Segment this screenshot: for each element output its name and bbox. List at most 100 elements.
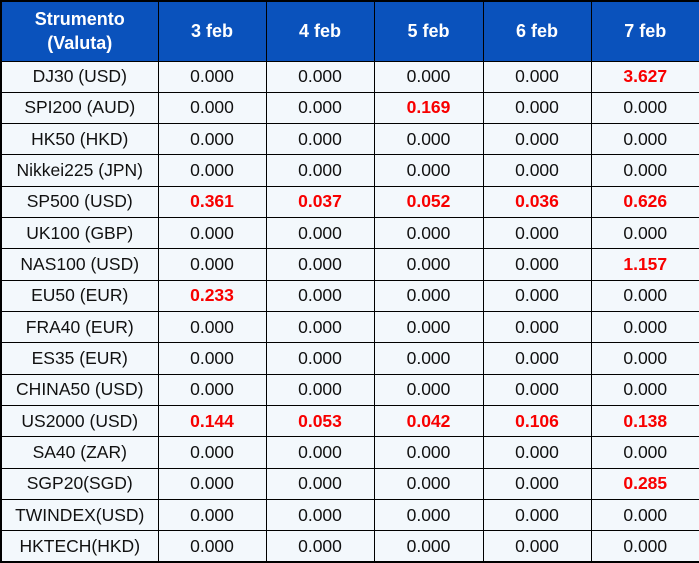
value-cell: 0.000	[157, 217, 267, 250]
header-instrument-line1: Strumento	[34, 8, 125, 29]
value-cell-highlighted: 0.138	[590, 404, 699, 438]
value-cell-highlighted: 0.052	[373, 185, 484, 219]
value-cell: 0.000	[590, 530, 699, 563]
table-row: FRA40 (EUR) 0.000 0.000 0.000 0.000 0.000	[0, 310, 699, 344]
value-cell: 0.000	[482, 467, 592, 500]
value-cell: 0.000	[265, 436, 375, 469]
table-row: SPI200 (AUD) 0.000 0.000 0.169 0.000 0.000	[0, 91, 699, 125]
value-cell: 0.000	[265, 217, 375, 250]
value-cell: 0.000	[157, 154, 267, 187]
instrument-cell: US2000 (USD)	[0, 404, 159, 438]
value-cell: 0.000	[157, 436, 267, 469]
value-cell-highlighted: 0.233	[157, 279, 267, 313]
value-cell-highlighted: 0.361	[157, 185, 267, 219]
value-cell: 0.000	[373, 60, 484, 93]
table-row: ES35 (EUR) 0.000 0.000 0.000 0.000 0.000	[0, 342, 699, 375]
instrument-cell: HK50 (HKD)	[0, 123, 159, 156]
value-cell: 0.000	[373, 154, 484, 187]
header-date-5feb: 5 feb	[373, 0, 484, 62]
value-cell: 0.000	[373, 248, 484, 281]
value-cell: 0.000	[157, 91, 267, 125]
value-cell: 0.000	[265, 310, 375, 344]
value-cell-highlighted: 0.053	[265, 404, 375, 438]
instrument-cell: UK100 (GBP)	[0, 217, 159, 250]
value-cell: 0.000	[157, 498, 267, 532]
value-cell: 0.000	[482, 91, 592, 125]
value-cell: 0.000	[482, 373, 592, 406]
table-row: EU50 (EUR) 0.233 0.000 0.000 0.000 0.000	[0, 279, 699, 313]
value-cell-highlighted: 0.037	[265, 185, 375, 219]
value-cell: 0.000	[157, 530, 267, 563]
value-cell: 0.000	[265, 123, 375, 156]
value-cell-highlighted: 1.157	[590, 248, 699, 281]
value-cell: 0.000	[265, 60, 375, 93]
value-cell: 0.000	[373, 373, 484, 406]
table-row: HK50 (HKD) 0.000 0.000 0.000 0.000 0.000	[0, 123, 699, 156]
value-cell: 0.000	[157, 60, 267, 93]
value-cell: 0.000	[482, 60, 592, 93]
value-cell: 0.000	[265, 154, 375, 187]
value-cell: 0.000	[157, 248, 267, 281]
value-cell: 0.000	[157, 467, 267, 500]
value-cell-highlighted: 3.627	[590, 60, 699, 93]
value-cell: 0.000	[482, 310, 592, 344]
value-cell: 0.000	[590, 91, 699, 125]
value-cell: 0.000	[265, 248, 375, 281]
value-cell: 0.000	[590, 498, 699, 532]
table-row: SGP20(SGD) 0.000 0.000 0.000 0.000 0.285	[0, 467, 699, 500]
value-cell-highlighted: 0.169	[373, 91, 484, 125]
instrument-cell: SA40 (ZAR)	[0, 436, 159, 469]
instrument-cell: HKTECH(HKD)	[0, 530, 159, 563]
value-cell-highlighted: 0.626	[590, 185, 699, 219]
header-date-3feb: 3 feb	[157, 0, 267, 62]
value-cell: 0.000	[373, 310, 484, 344]
table-row: UK100 (GBP) 0.000 0.000 0.000 0.000 0.000	[0, 217, 699, 250]
header-date-4feb: 4 feb	[265, 0, 375, 62]
table-row: NAS100 (USD) 0.000 0.000 0.000 0.000 1.157	[0, 248, 699, 281]
instrument-cell: SP500 (USD)	[0, 185, 159, 219]
header-instrument-valuta: Strumento (Valuta)	[0, 0, 159, 62]
value-cell: 0.000	[590, 154, 699, 187]
value-cell: 0.000	[373, 342, 484, 375]
instrument-cell: NAS100 (USD)	[0, 248, 159, 281]
instrument-cell: FRA40 (EUR)	[0, 310, 159, 344]
value-cell: 0.000	[157, 373, 267, 406]
value-cell: 0.000	[157, 123, 267, 156]
value-cell: 0.000	[265, 279, 375, 313]
value-cell: 0.000	[373, 436, 484, 469]
value-cell: 0.000	[157, 310, 267, 344]
table-row: SP500 (USD) 0.361 0.037 0.052 0.036 0.626	[0, 185, 699, 219]
table-row: DJ30 (USD) 0.000 0.000 0.000 0.000 3.627	[0, 60, 699, 93]
value-cell: 0.000	[265, 91, 375, 125]
value-cell: 0.000	[265, 467, 375, 500]
instrument-cell: EU50 (EUR)	[0, 279, 159, 313]
table-row: Nikkei225 (JPN) 0.000 0.000 0.000 0.000 0.000	[0, 154, 699, 187]
value-cell: 0.000	[373, 123, 484, 156]
table-body: DJ30 (USD) 0.000 0.000 0.000 0.000 3.627 SPI20…	[0, 60, 699, 563]
value-cell: 0.000	[590, 217, 699, 250]
value-cell-highlighted: 0.106	[482, 404, 592, 438]
value-cell-highlighted: 0.036	[482, 185, 592, 219]
instrument-cell: TWINDEX(USD)	[0, 498, 159, 532]
value-cell: 0.000	[373, 217, 484, 250]
value-cell: 0.000	[482, 436, 592, 469]
value-cell: 0.000	[482, 279, 592, 313]
value-cell-highlighted: 0.144	[157, 404, 267, 438]
value-cell: 0.000	[373, 467, 484, 500]
value-cell: 0.000	[590, 123, 699, 156]
value-cell: 0.000	[373, 279, 484, 313]
value-cell: 0.000	[482, 123, 592, 156]
table-row: TWINDEX(USD) 0.000 0.000 0.000 0.000 0.000	[0, 498, 699, 532]
instrument-cell: CHINA50 (USD)	[0, 373, 159, 406]
value-cell: 0.000	[265, 530, 375, 563]
value-cell-highlighted: 0.042	[373, 404, 484, 438]
value-cell: 0.000	[482, 154, 592, 187]
value-cell: 0.000	[590, 436, 699, 469]
value-cell: 0.000	[590, 373, 699, 406]
table-row: SA40 (ZAR) 0.000 0.000 0.000 0.000 0.000	[0, 436, 699, 469]
header-row: Strumento (Valuta) 3 feb 4 feb 5 feb 6 f…	[0, 0, 699, 62]
value-cell: 0.000	[590, 342, 699, 375]
value-cell: 0.000	[590, 310, 699, 344]
value-cell: 0.000	[482, 530, 592, 563]
